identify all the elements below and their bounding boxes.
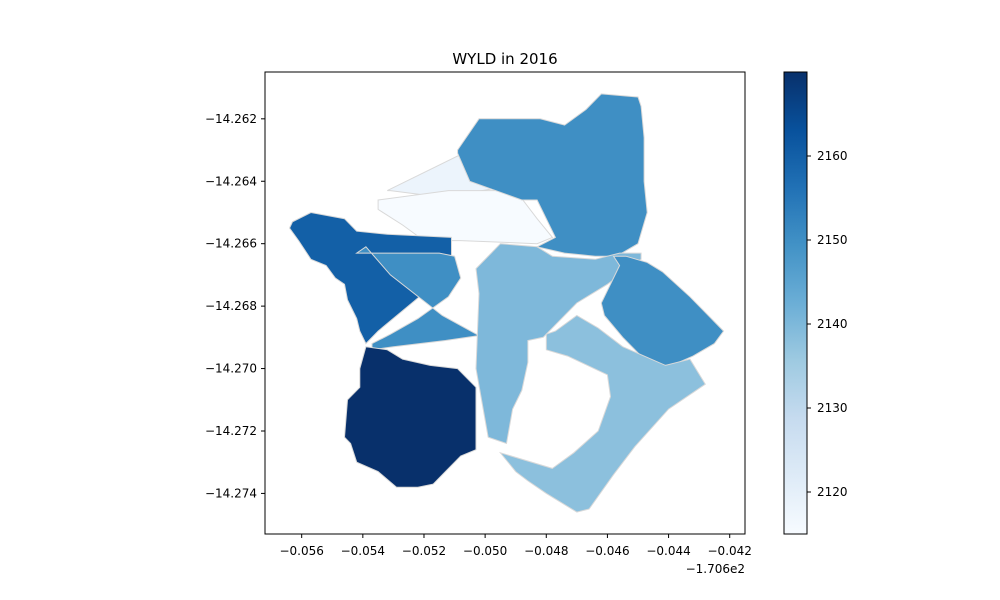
y-tick-label: −14.262 <box>205 112 257 126</box>
x-tick-label: −0.048 <box>524 544 568 558</box>
y-tick-label: −14.272 <box>205 424 257 438</box>
colorbar-tick-label: 2130 <box>817 401 848 415</box>
y-tick-label: −14.264 <box>205 174 257 188</box>
y-tick-label: −14.266 <box>205 237 257 251</box>
map-region <box>498 314 706 513</box>
map-region <box>457 93 648 257</box>
x-axis: −0.056 −0.054 −0.052 −0.050 −0.048 −0.046 −0.0… <box>279 534 752 558</box>
y-tick-label: −14.268 <box>205 299 257 313</box>
map-region <box>475 243 642 445</box>
colorbar-tick-label: 2120 <box>817 485 848 499</box>
map-regions <box>288 93 725 513</box>
x-tick-label: −0.054 <box>341 544 385 558</box>
x-tick-label: −0.042 <box>708 544 752 558</box>
map-region <box>343 346 477 488</box>
map-region <box>600 255 725 366</box>
colorbar-tick-label: 2160 <box>817 149 848 163</box>
map-region <box>288 211 452 345</box>
y-axis: −14.262 −14.264 −14.266 −14.268 −14.270 −14.2… <box>205 112 265 500</box>
chart-title: WYLD in 2016 <box>452 50 557 68</box>
colorbar-tick-label: 2140 <box>817 317 848 331</box>
x-axis-offset-label: −1.706e2 <box>686 562 745 576</box>
x-tick-label: −0.044 <box>646 544 690 558</box>
x-tick-label: −0.046 <box>585 544 629 558</box>
colorbar-ticks: 2120 2130 2140 2150 2160 <box>807 149 848 499</box>
map-region <box>377 190 554 245</box>
plot-frame <box>264 71 746 535</box>
x-tick-label: −0.050 <box>463 544 507 558</box>
colorbar <box>783 71 808 535</box>
y-tick-label: −14.274 <box>205 486 257 500</box>
y-tick-label: −14.270 <box>205 362 257 376</box>
colorbar-tick-label: 2150 <box>817 233 848 247</box>
x-tick-label: −0.052 <box>402 544 446 558</box>
x-tick-label: −0.056 <box>279 544 323 558</box>
